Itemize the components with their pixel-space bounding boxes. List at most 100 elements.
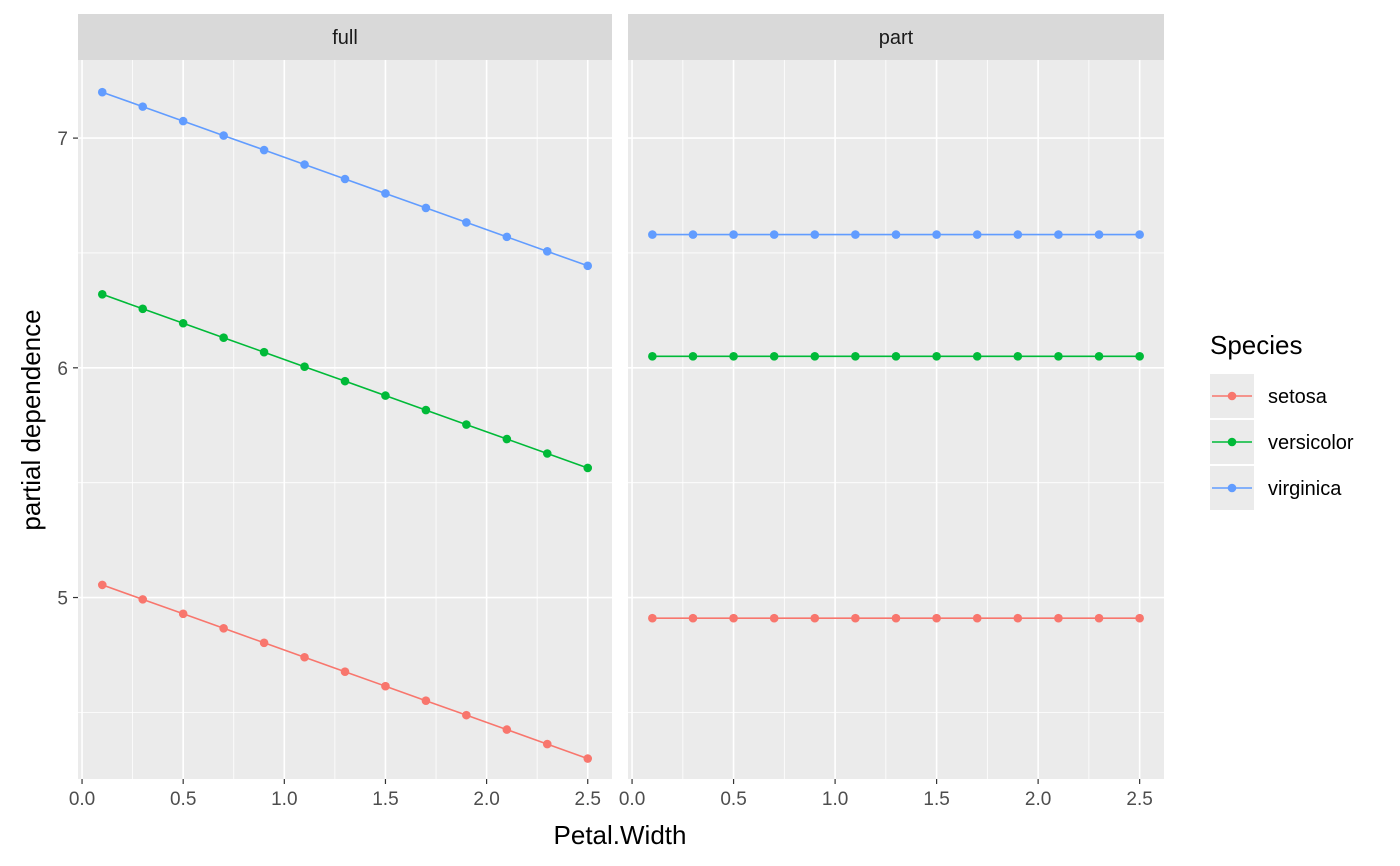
data-point-setosa xyxy=(97,580,107,590)
data-point-versicolor xyxy=(688,352,698,361)
data-point-virginica xyxy=(300,160,309,169)
data-point-versicolor xyxy=(810,352,820,361)
data-point-versicolor xyxy=(542,449,552,458)
data-point-versicolor xyxy=(1094,352,1104,361)
data-point-setosa xyxy=(851,613,860,623)
y-tick-label: 5 xyxy=(57,589,68,610)
data-point-versicolor xyxy=(851,352,860,361)
data-point-versicolor xyxy=(462,420,471,429)
x-tick-label: 2.0 xyxy=(1025,789,1051,810)
data-point-versicolor xyxy=(300,362,309,371)
data-point-virginica xyxy=(851,230,860,239)
legend-label-setosa: setosa xyxy=(1268,386,1328,408)
x-tick-label: 0.0 xyxy=(619,789,645,810)
panel-background xyxy=(628,60,1164,779)
data-point-setosa xyxy=(219,624,228,633)
x-tick-label: 0.5 xyxy=(170,789,196,810)
data-point-setosa xyxy=(1094,613,1104,623)
x-tick-label: 2.5 xyxy=(575,789,601,810)
facet-strip xyxy=(78,14,612,60)
x-tick-label: 1.5 xyxy=(923,789,949,810)
data-point-virginica xyxy=(972,230,982,239)
series-setosa xyxy=(648,613,1144,623)
data-point-versicolor xyxy=(340,376,350,386)
legend-item-setosa: setosa xyxy=(1210,374,1328,418)
data-point-versicolor xyxy=(259,347,269,357)
data-point-virginica xyxy=(340,174,350,184)
facet-strip-label: part xyxy=(879,27,914,49)
x-tick-label: 2.0 xyxy=(473,789,499,810)
legend-item-virginica: virginica xyxy=(1210,466,1342,510)
data-point-versicolor xyxy=(1135,352,1144,361)
data-point-setosa xyxy=(648,613,657,623)
data-point-virginica xyxy=(178,116,188,126)
facet-strip xyxy=(628,14,1164,60)
panels-layer: full 0.0 0.5 1.0 1.5 2.0 2.5 5 6 7 part 0.0 0.5 1.0 1.… xyxy=(57,14,1164,810)
data-point-setosa xyxy=(932,613,941,623)
panel-full: full 0.0 0.5 1.0 1.5 2.0 2.5 5 6 7 xyxy=(57,14,612,810)
data-point-versicolor xyxy=(1013,352,1023,361)
data-point-setosa xyxy=(891,613,901,623)
data-point-virginica xyxy=(502,232,512,242)
data-point-virginica xyxy=(1094,230,1104,239)
data-point-versicolor xyxy=(219,333,228,343)
data-point-virginica xyxy=(891,230,901,239)
data-point-versicolor xyxy=(97,290,107,299)
data-point-virginica xyxy=(219,131,228,140)
data-point-setosa xyxy=(688,613,698,623)
data-point-setosa xyxy=(300,652,309,662)
data-point-setosa xyxy=(381,681,390,691)
legend-label-virginica: virginica xyxy=(1268,478,1342,500)
data-point-versicolor xyxy=(972,352,982,361)
data-point-virginica xyxy=(462,218,471,227)
data-point-versicolor xyxy=(178,318,188,328)
x-tick-label: 0.0 xyxy=(69,789,95,810)
legend-item-versicolor: versicolor xyxy=(1210,420,1354,464)
data-point-setosa xyxy=(810,613,820,623)
data-point-setosa xyxy=(1135,613,1144,623)
data-point-virginica xyxy=(932,230,941,239)
x-tick-label: 1.0 xyxy=(271,789,297,810)
data-point-virginica xyxy=(259,145,269,155)
x-tick-label: 1.5 xyxy=(372,789,398,810)
data-point-versicolor xyxy=(932,352,941,361)
data-point-versicolor xyxy=(583,463,593,473)
y-tick-label: 6 xyxy=(57,359,68,380)
data-point-virginica xyxy=(1054,230,1063,239)
data-point-versicolor xyxy=(502,434,512,444)
legend-key-point xyxy=(1227,483,1237,493)
data-point-virginica xyxy=(421,203,431,213)
data-point-virginica xyxy=(1013,230,1023,239)
y-tick-label: 7 xyxy=(57,129,68,150)
data-point-setosa xyxy=(972,613,982,623)
data-point-virginica xyxy=(648,230,657,239)
series-versicolor xyxy=(97,290,593,473)
data-point-virginica xyxy=(810,230,820,239)
data-point-setosa xyxy=(462,710,471,720)
data-point-setosa xyxy=(769,613,779,623)
data-point-setosa xyxy=(1054,613,1063,623)
facet-strip-label: full xyxy=(332,27,358,49)
data-point-setosa xyxy=(542,739,552,749)
data-point-virginica xyxy=(769,230,779,239)
data-point-setosa xyxy=(178,609,188,619)
x-tick-label: 0.5 xyxy=(720,789,746,810)
series-setosa xyxy=(97,580,593,763)
legend-title: Species xyxy=(1210,330,1303,360)
legend-key-point xyxy=(1227,391,1237,401)
legend-label-versicolor: versicolor xyxy=(1268,432,1354,454)
data-point-versicolor xyxy=(381,391,390,400)
data-point-setosa xyxy=(502,725,512,734)
data-point-virginica xyxy=(542,247,552,256)
data-point-virginica xyxy=(97,87,107,97)
data-point-versicolor xyxy=(891,352,901,361)
data-point-virginica xyxy=(583,261,593,271)
data-point-versicolor xyxy=(1054,352,1063,361)
data-point-versicolor xyxy=(729,352,738,361)
series-virginica xyxy=(648,230,1144,239)
data-point-versicolor xyxy=(648,352,657,361)
legend: Species setosa versicolor virginica xyxy=(1210,330,1354,510)
x-tick-label: 2.5 xyxy=(1126,789,1152,810)
data-point-setosa xyxy=(138,595,148,604)
